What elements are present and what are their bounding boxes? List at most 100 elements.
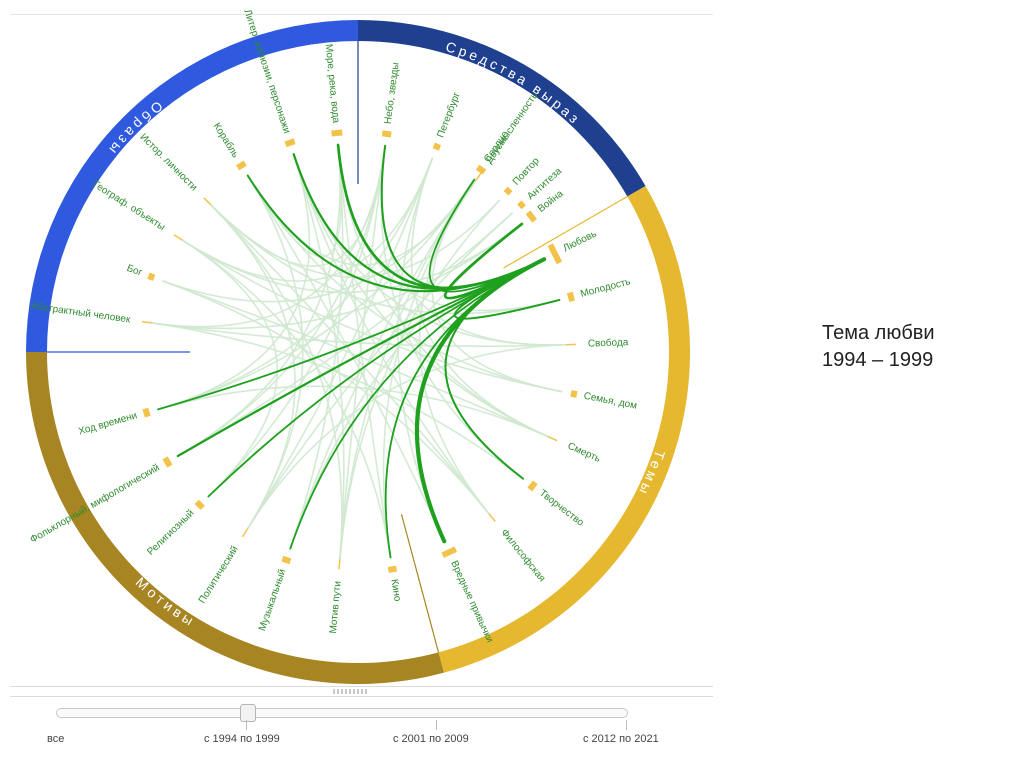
node-label-istor[interactable]: Истор. личности	[137, 132, 199, 194]
node-tick	[475, 171, 483, 182]
highlighted-link[interactable]	[444, 258, 546, 480]
highlighted-link[interactable]	[428, 178, 546, 293]
background-link	[151, 322, 524, 480]
node-marker	[387, 565, 398, 573]
node-tick	[547, 435, 558, 442]
background-link	[292, 153, 549, 438]
background-link	[177, 145, 386, 457]
background-link	[182, 239, 563, 393]
timeline-slider-thumb[interactable]	[240, 704, 256, 722]
node-marker	[284, 138, 296, 148]
node-label-geograf[interactable]: Географ. объекты	[91, 178, 168, 233]
node-label-tvorchestvo[interactable]: Творчество	[537, 488, 586, 529]
node-marker	[566, 291, 576, 303]
timeline-label-all[interactable]: все	[47, 733, 65, 745]
background-links	[151, 144, 566, 560]
background-link	[182, 239, 279, 498]
background-link	[337, 144, 392, 558]
node-label-more[interactable]: Море, река, вода	[323, 43, 342, 124]
node-label-filosof[interactable]: Философская	[498, 527, 548, 584]
highlighted-link[interactable]	[157, 258, 546, 411]
ring-segment-themes[interactable]	[438, 186, 690, 673]
background-link	[247, 175, 445, 542]
timeline-tick	[246, 720, 247, 730]
node-marker	[331, 129, 343, 137]
node-tick	[203, 197, 212, 206]
background-link	[380, 145, 524, 480]
background-link	[210, 204, 343, 560]
node-label-bog[interactable]: Бог	[125, 263, 144, 279]
timeline-tick	[436, 720, 437, 730]
node-label-muzyk[interactable]: Музыкальный	[257, 568, 288, 633]
node-label-kino[interactable]: Кино	[388, 578, 402, 602]
splitter-grip-handle[interactable]	[333, 689, 367, 694]
background-link	[182, 239, 392, 558]
background-link	[247, 343, 566, 529]
ring-segment-motifs[interactable]	[26, 352, 444, 684]
panel-splitter-bottom	[10, 696, 713, 697]
panel-splitter-top	[10, 686, 713, 687]
node-marker	[142, 407, 151, 418]
node-label-peterburg[interactable]: Петербург	[434, 90, 462, 139]
node-marker	[432, 142, 441, 151]
group-boundary-line	[503, 195, 628, 269]
node-label-motiv_puti[interactable]: Мотив пути	[328, 581, 344, 634]
background-link	[418, 179, 490, 515]
node-label-molodost[interactable]: Молодость	[579, 276, 631, 299]
background-link	[247, 175, 304, 529]
background-link	[151, 322, 566, 347]
node-marker	[162, 456, 173, 468]
node-label-hod_vremeni[interactable]: Ход времени	[77, 410, 138, 437]
node-markers	[142, 129, 578, 573]
node-tick	[338, 559, 341, 570]
background-link	[157, 157, 434, 411]
node-label-nebo[interactable]: Небо, звезды	[382, 62, 402, 125]
background-link	[162, 179, 475, 303]
timeline-slider-track[interactable]	[56, 708, 628, 718]
background-link	[182, 157, 434, 282]
background-link	[247, 212, 514, 529]
timeline-label-2001-2009[interactable]: с 2001 по 2009	[393, 733, 469, 745]
node-label-korabl[interactable]: Корабль	[211, 121, 242, 160]
node-marker	[441, 546, 458, 558]
background-link	[247, 157, 434, 529]
node-label-polit[interactable]: Политический	[197, 544, 241, 605]
node-marker	[194, 499, 205, 510]
node-label-smert[interactable]: Смерть	[566, 441, 602, 465]
node-tick	[488, 513, 496, 522]
highlighted-link[interactable]	[176, 258, 546, 458]
timeline-label-2012-2021[interactable]: с 2012 по 2021	[583, 733, 659, 745]
node-marker	[527, 480, 538, 492]
highlighted-link[interactable]	[384, 258, 546, 559]
ring-segment-images[interactable]	[26, 20, 358, 352]
title-line-topic: Тема любви	[822, 322, 935, 344]
ring-segment-means[interactable]	[358, 20, 646, 197]
timeline-label-1994-1999[interactable]: с 1994 по 1999	[204, 733, 280, 745]
node-marker	[381, 130, 392, 138]
node-marker	[475, 164, 487, 175]
title-line-years: 1994 – 1999	[822, 349, 934, 371]
node-marker	[525, 210, 538, 223]
highlighted-links	[157, 143, 561, 559]
node-tick	[173, 234, 183, 241]
node-tick	[142, 320, 153, 324]
timeline-tick	[626, 720, 627, 730]
node-label-semya[interactable]: Семья, дом	[583, 391, 638, 412]
background-link	[210, 204, 490, 515]
background-link	[151, 223, 523, 330]
highlighted-link[interactable]	[289, 258, 546, 550]
highlighted-link[interactable]	[380, 144, 546, 289]
node-label-svoboda[interactable]: Свобода	[588, 336, 629, 349]
node-marker	[547, 243, 563, 265]
node-label-relig[interactable]: Религиозный	[145, 508, 196, 558]
node-label-vrednye[interactable]: Вредные привычки	[448, 559, 495, 644]
node-marker	[517, 200, 526, 210]
background-link	[247, 144, 342, 258]
node-label-liter[interactable]: Литер. аллюзии, персонажи	[241, 8, 292, 135]
node-marker	[147, 272, 156, 281]
background-link	[157, 153, 311, 411]
background-link	[292, 153, 490, 515]
